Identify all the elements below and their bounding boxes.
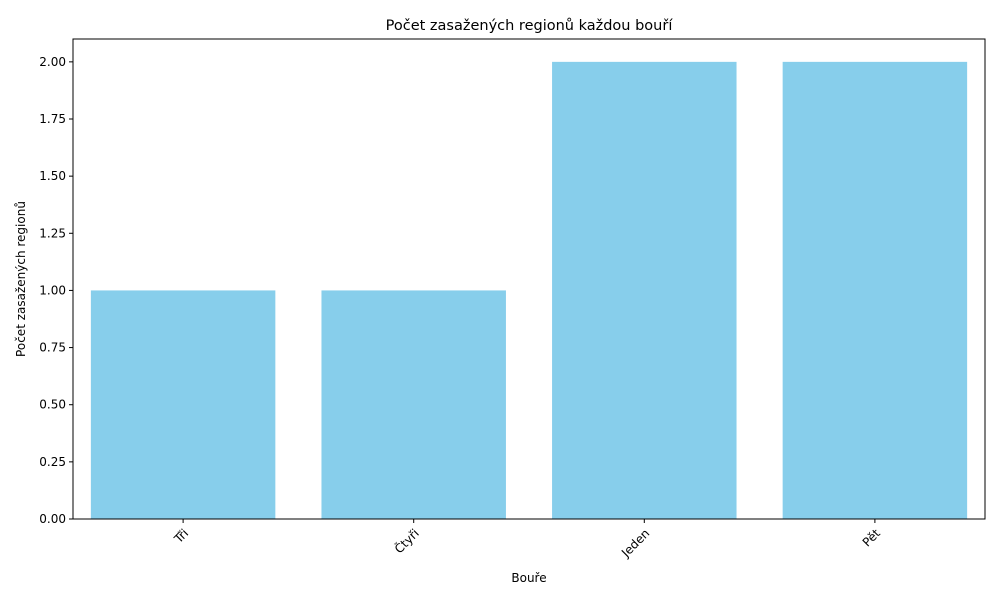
x-axis-label: Bouře	[511, 571, 546, 585]
bar-2	[321, 290, 506, 519]
bar-1	[90, 290, 276, 519]
bar-3	[552, 61, 737, 519]
x-tick-label: Jeden	[618, 526, 652, 560]
y-tick-label: 0.50	[39, 398, 66, 412]
y-tick-label: 1.75	[39, 112, 66, 126]
bars-layer	[90, 61, 968, 519]
x-axis: Tři Čtyři Jeden Pět	[171, 519, 883, 561]
y-tick-label: 1.25	[39, 226, 66, 240]
y-tick-label: 2.00	[39, 55, 66, 69]
x-tick-label: Tři	[171, 526, 191, 546]
y-axis: 0.00 0.25 0.50 0.75 1.00 1.25 1.50 1.75 2.00	[39, 55, 73, 526]
bar-4	[782, 61, 968, 519]
y-tick-label: 0.25	[39, 455, 66, 469]
x-tick-label: Čtyři	[391, 526, 422, 557]
x-tick-label: Pět	[860, 526, 883, 549]
y-tick-label: 1.00	[39, 283, 66, 297]
y-axis-label: Počet zasažených regionů	[14, 201, 28, 357]
chart-title: Počet zasažených regionů každou bouří	[386, 18, 674, 34]
y-tick-label: 0.75	[39, 341, 66, 355]
y-tick-label: 0.00	[39, 512, 66, 526]
y-tick-label: 1.50	[39, 169, 66, 183]
plot-frame	[72, 38, 986, 520]
